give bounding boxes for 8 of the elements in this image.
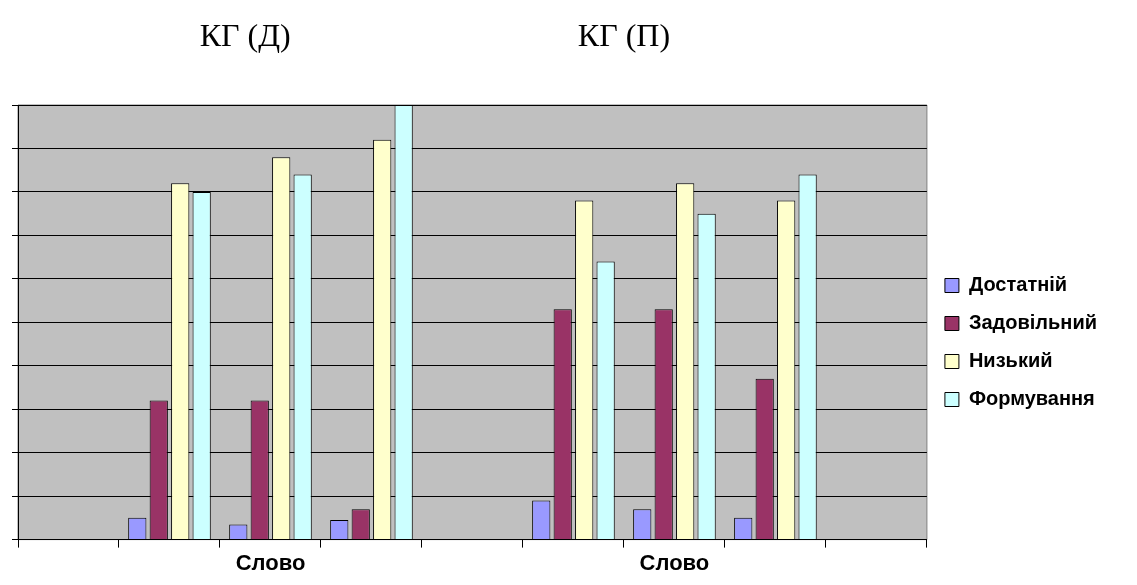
x-tick-label: Слово xyxy=(639,549,710,575)
text: КГ (П) xyxy=(577,17,671,54)
legend-label: Достатній xyxy=(968,273,1068,296)
x-tick-label: Слово xyxy=(235,549,306,575)
legend-label: Формування xyxy=(968,387,1095,410)
legend-label: Низький xyxy=(968,349,1053,372)
legend-label: Задовільний xyxy=(968,311,1098,334)
text: КГ (Д) xyxy=(199,17,291,54)
